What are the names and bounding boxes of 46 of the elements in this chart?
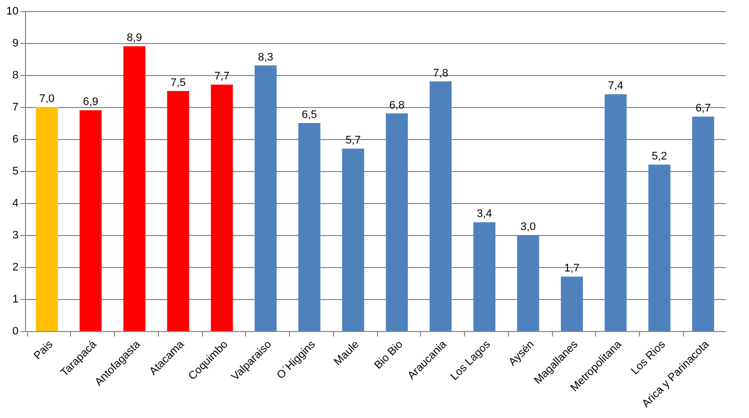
bar	[692, 116, 714, 331]
data-label: 5,2	[652, 150, 668, 163]
bar	[342, 148, 364, 331]
y-tick-label: 1	[12, 294, 18, 306]
bar	[648, 164, 670, 331]
y-tick-label: 0	[12, 326, 18, 338]
data-label: 5,7	[345, 134, 361, 147]
data-label: 6,9	[82, 96, 98, 108]
y-tick-label: 9	[12, 38, 18, 50]
bar	[167, 91, 190, 331]
y-tick-label: 7	[12, 102, 18, 114]
y-tick-label: 4	[12, 198, 18, 210]
bar	[604, 94, 627, 331]
bar	[560, 276, 583, 331]
y-tick-label: 3	[12, 230, 18, 242]
x-tick-label: Bio Bio	[372, 338, 406, 372]
data-label: 1,7	[564, 262, 580, 275]
data-label: 6,7	[695, 102, 711, 115]
data-label: 3,4	[476, 208, 492, 220]
bar	[123, 46, 146, 331]
bar	[473, 222, 496, 331]
y-tick-label: 8	[12, 70, 18, 82]
data-label: 3,0	[520, 221, 536, 233]
data-label: 7,7	[214, 70, 230, 83]
data-label: 6,8	[389, 99, 405, 112]
bar	[430, 81, 452, 331]
y-tick-label: 2	[12, 262, 18, 274]
data-label: 6,5	[302, 109, 318, 121]
bar	[386, 113, 408, 331]
bar	[254, 65, 277, 331]
data-label: 7,8	[432, 67, 448, 80]
y-tick-label: 5	[12, 166, 18, 178]
bar	[80, 110, 102, 331]
data-label: 7,4	[608, 80, 624, 92]
data-label: 7,5	[170, 77, 186, 89]
bar	[298, 123, 320, 331]
bar	[210, 84, 233, 331]
x-tick-label: Pais	[32, 338, 56, 362]
y-tick-label: 6	[12, 134, 18, 146]
data-label: 8,9	[126, 32, 142, 44]
x-tick-label: Los Rios	[629, 338, 668, 378]
bar	[36, 107, 58, 331]
data-label: 7,0	[39, 93, 55, 105]
y-tick-label: 10	[6, 6, 18, 18]
bar	[517, 235, 540, 331]
data-label: 8,3	[258, 51, 274, 64]
